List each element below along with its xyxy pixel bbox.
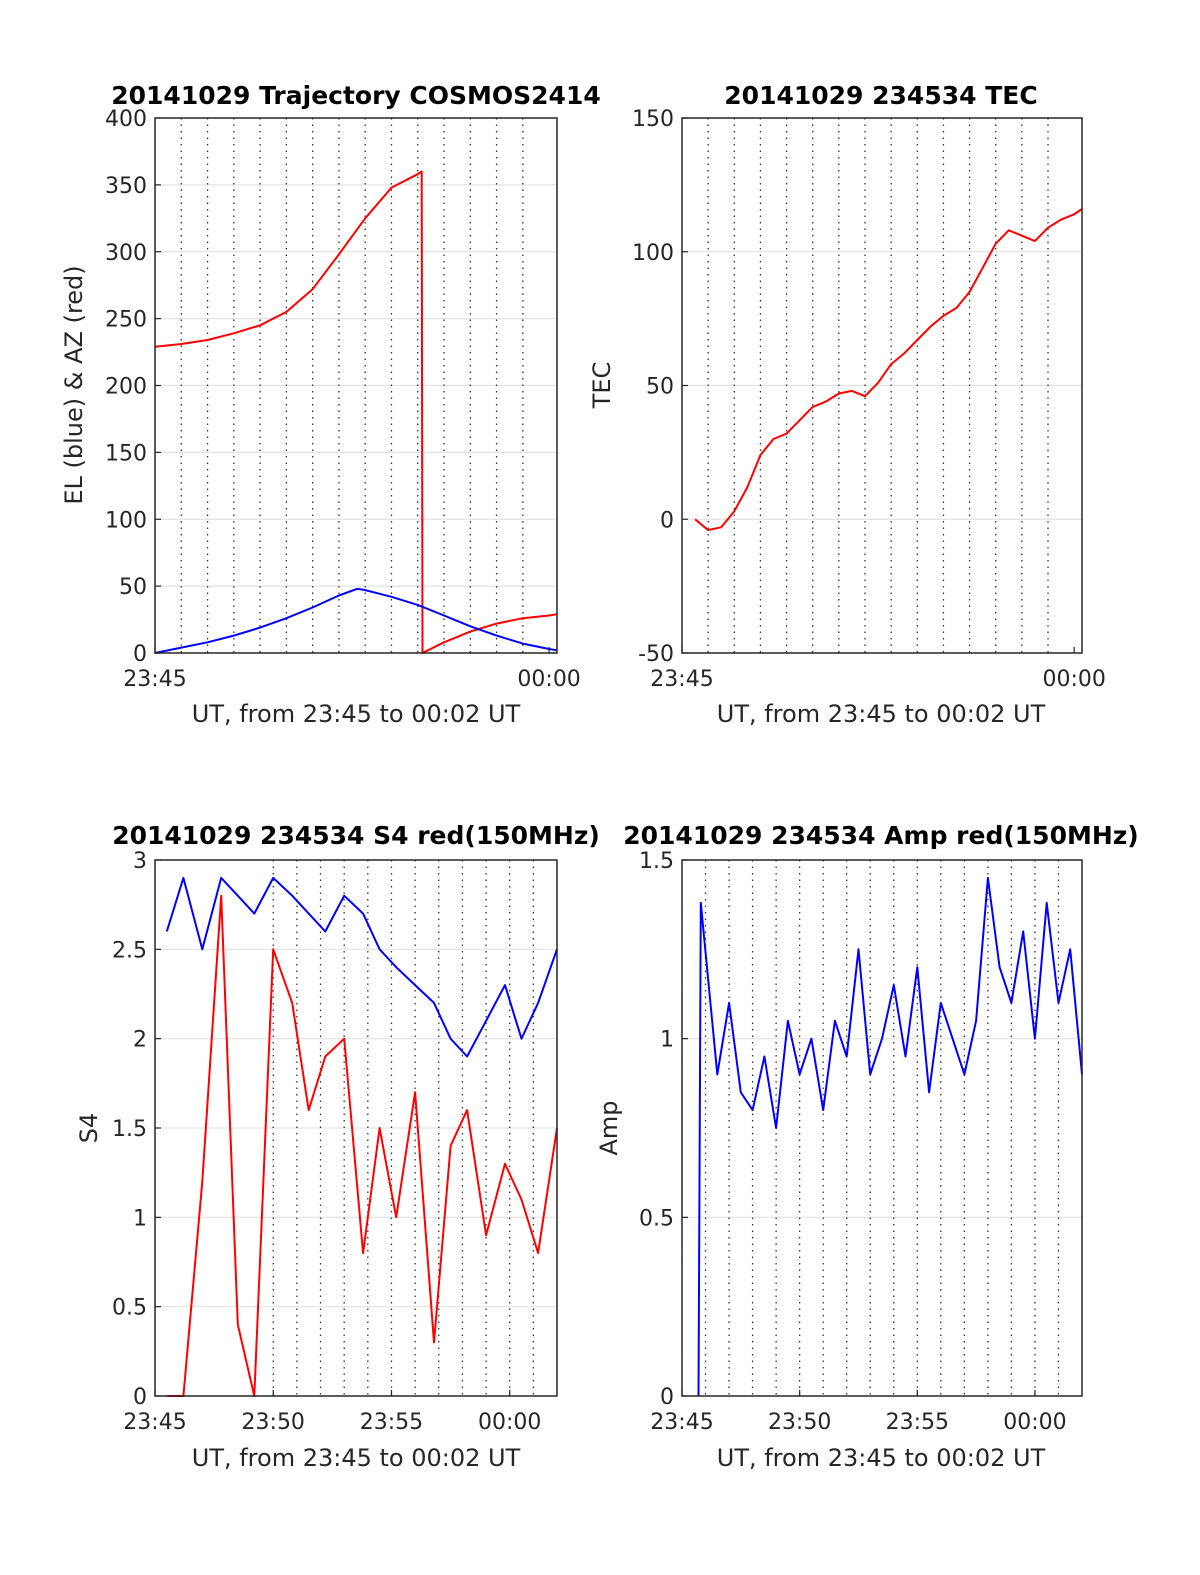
xtick-label-s4-0: 23:45	[123, 1410, 186, 1435]
ytick-label-trajectory-8: 400	[105, 107, 147, 132]
xtick-label-s4-2: 23:55	[360, 1410, 423, 1435]
ticks-trajectory: 0 50 100 150 200 250 300 350 400 23:45 00:00	[105, 107, 581, 692]
ytick-label-trajectory-3: 150	[105, 441, 147, 466]
xlabel-tec: UT, from 23:45 to 00:02 UT	[717, 700, 1046, 728]
series-amp-0	[697, 876, 1083, 1397]
axes-box-amp	[681, 859, 1083, 1397]
ylabel-trajectory: EL (blue) & AZ (red)	[60, 265, 88, 504]
ytick-label-tec-2: 50	[646, 375, 674, 400]
series-tec-0	[694, 208, 1083, 531]
ytick-label-s4-6: 3	[133, 849, 147, 874]
title-trajectory: 20141029 Trajectory COSMOS2414	[111, 81, 601, 110]
series-trajectory-1	[154, 587, 558, 654]
xtick-label-amp-0: 23:45	[650, 1410, 713, 1435]
ytick-label-tec-3: 100	[632, 241, 674, 266]
ytick-label-amp-0: 0	[660, 1385, 674, 1410]
title-tec: 20141029 234534 TEC	[724, 81, 1037, 110]
ytick-label-s4-4: 2	[133, 1028, 147, 1053]
ticks-tec: -50 0 50 100 150 23:45 00:00	[632, 107, 1106, 692]
ytick-label-amp-3: 1.5	[639, 849, 674, 874]
xlabel-amp: UT, from 23:45 to 00:02 UT	[717, 1444, 1046, 1472]
ylabel-tec: TEC	[588, 362, 616, 410]
xtick-label-amp-2: 23:55	[886, 1410, 949, 1435]
ytick-label-trajectory-7: 350	[105, 174, 147, 199]
ytick-label-s4-0: 0	[133, 1385, 147, 1410]
ytick-label-s4-5: 2.5	[112, 938, 147, 963]
xtick-label-tec-1: 00:00	[1042, 667, 1105, 692]
xtick-label-trajectory-1: 00:00	[517, 667, 580, 692]
ytick-label-trajectory-6: 300	[105, 241, 147, 266]
xtick-label-amp-1: 23:50	[768, 1410, 831, 1435]
grid-trajectory	[155, 118, 557, 653]
ytick-label-amp-2: 1	[660, 1028, 674, 1053]
ytick-label-amp-1: 0.5	[639, 1206, 674, 1231]
ticks-amp: 0 0.5 1 1.5 23:45 23:50 23:55 00:00	[639, 849, 1067, 1435]
grid-s4	[155, 860, 557, 1396]
ytick-label-trajectory-4: 200	[105, 375, 147, 400]
xtick-label-tec-0: 23:45	[650, 667, 713, 692]
ytick-label-trajectory-0: 0	[133, 642, 147, 667]
series-amp	[697, 876, 1083, 1397]
ytick-label-tec-1: 0	[660, 508, 674, 533]
ytick-label-tec-4: 150	[632, 107, 674, 132]
xlabel-s4: UT, from 23:45 to 00:02 UT	[192, 1444, 521, 1472]
ylabel-amp: Amp	[595, 1100, 623, 1155]
panel-tec: 20141029 234534 TEC -50 0 50 100 150 23:45 00:…	[588, 81, 1106, 728]
series-s4	[165, 876, 558, 1397]
ytick-label-s4-3: 1.5	[112, 1117, 147, 1142]
grid-amp	[682, 860, 1082, 1396]
ytick-label-trajectory-5: 250	[105, 308, 147, 333]
ytick-label-tec-0: -50	[638, 642, 674, 667]
panel-trajectory: 20141029 Trajectory COSMOS2414 0 50 100 150…	[60, 81, 601, 728]
series-trajectory-0	[154, 170, 558, 654]
ytick-label-trajectory-1: 50	[119, 575, 147, 600]
xtick-label-amp-3: 00:00	[1003, 1410, 1066, 1435]
ticks-s4: 0 0.5 1 1.5 2 2.5 3 23:45 23:50 23:55 00:00	[112, 849, 541, 1435]
grid-tec	[682, 118, 1082, 653]
ytick-label-trajectory-2: 100	[105, 508, 147, 533]
series-tec	[694, 208, 1083, 531]
series-trajectory	[154, 170, 558, 654]
series-s4-0	[165, 876, 558, 1058]
xlabel-trajectory: UT, from 23:45 to 00:02 UT	[192, 700, 521, 728]
xtick-label-s4-1: 23:50	[242, 1410, 305, 1435]
panel-amp: 20141029 234534 Amp red(150MHz) 0 0.5 1 1.5…	[595, 821, 1139, 1472]
xtick-label-s4-3: 00:00	[478, 1410, 541, 1435]
ytick-label-s4-2: 1	[133, 1206, 147, 1231]
title-amp: 20141029 234534 Amp red(150MHz)	[623, 821, 1139, 850]
xtick-label-trajectory-0: 23:45	[123, 667, 186, 692]
ytick-label-s4-1: 0.5	[112, 1296, 147, 1321]
panel-s4: 20141029 234534 S4 red(150MHz) 0 0.5 1 1.5 2…	[75, 821, 600, 1472]
title-s4: 20141029 234534 S4 red(150MHz)	[112, 821, 600, 850]
series-s4-1	[166, 894, 558, 1397]
ylabel-s4: S4	[75, 1113, 103, 1144]
